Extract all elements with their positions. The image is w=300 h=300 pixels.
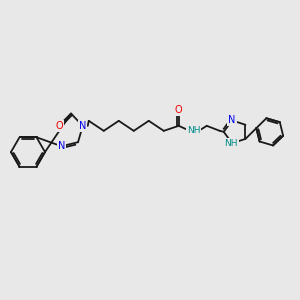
Text: O: O: [55, 121, 63, 130]
Text: N: N: [58, 141, 65, 151]
Text: O: O: [175, 105, 183, 115]
Text: NH: NH: [224, 139, 238, 148]
Text: NH: NH: [187, 126, 200, 135]
Text: N: N: [228, 116, 236, 125]
Text: N: N: [79, 121, 86, 131]
